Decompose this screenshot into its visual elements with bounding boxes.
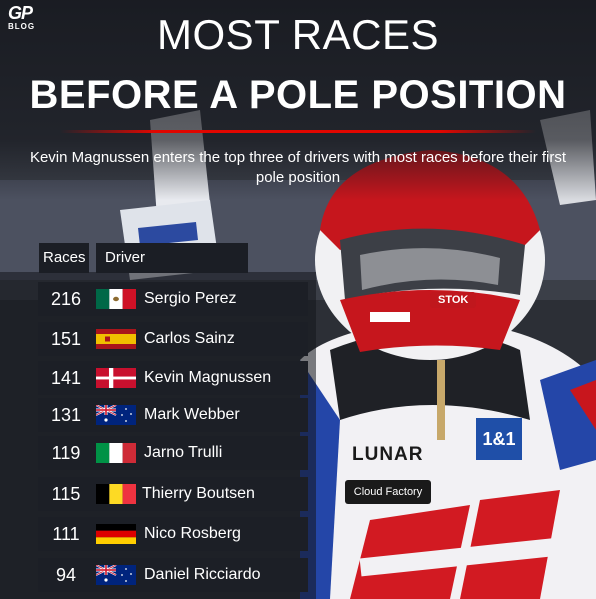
race-count: 94 [55, 565, 77, 585]
logo-gp-text: GP [8, 3, 33, 23]
australia-flag-icon [96, 405, 136, 425]
australia-flag-icon [96, 565, 136, 585]
gp-blog-logo: GP BLOG [8, 4, 48, 34]
race-count: 151 [50, 329, 82, 349]
driver-name: Mark Webber [144, 406, 240, 423]
driver-name: Thierry Boutsen [142, 485, 255, 502]
driver-name: Jarno Trulli [144, 444, 223, 461]
table-row: 141 Kevin Magnussen [38, 361, 308, 395]
race-count: 115 [51, 484, 81, 504]
race-count: 119 [51, 443, 81, 463]
one-and-one-logo-text: 1&1 [476, 418, 522, 460]
table-row: 119 Jarno Trulli [38, 436, 308, 470]
table-row: 151 Carlos Sainz [38, 322, 308, 356]
table-row: 216 Sergio Perez [38, 282, 308, 316]
header-races: Races [39, 243, 89, 273]
header-driver: Driver [96, 243, 248, 273]
lunar-logo-text: LUNAR [352, 444, 424, 465]
driver-name: Sergio Perez [144, 290, 237, 307]
subtitle: Kevin Magnussen enters the top three of … [29, 149, 567, 186]
table-row: 131 Mark Webber [38, 398, 308, 432]
denmark-flag-icon [96, 368, 136, 388]
stok-logo-text: STOK [430, 292, 477, 308]
driver-name: Nico Rosberg [144, 525, 241, 542]
belgium-flag-icon [96, 484, 136, 504]
driver-name: Kevin Magnussen [144, 369, 272, 386]
title-line-1: MOST RACES [157, 11, 439, 58]
table-row: 94 Daniel Ricciardo [38, 558, 308, 592]
germany-flag-icon [96, 524, 136, 544]
title-overlay [0, 0, 596, 200]
race-count: 141 [50, 368, 82, 388]
italy-flag-icon [96, 443, 136, 463]
race-count: 131 [50, 405, 82, 425]
cloud-factory-logo-text: Cloud Factory [345, 480, 431, 504]
title-divider [60, 130, 536, 133]
race-count: 216 [50, 289, 82, 309]
mexico-flag-icon [96, 289, 136, 309]
race-count: 111 [52, 524, 80, 544]
title-line-2: BEFORE A POLE POSITION [29, 73, 567, 117]
logo-blog-text: BLOG [8, 22, 36, 31]
driver-name: Carlos Sainz [144, 330, 235, 347]
driver-name: Daniel Ricciardo [144, 566, 261, 583]
table-row: 115 Thierry Boutsen [38, 477, 308, 511]
table-row: 111 Nico Rosberg [38, 517, 308, 551]
spain-flag-icon [96, 329, 136, 349]
